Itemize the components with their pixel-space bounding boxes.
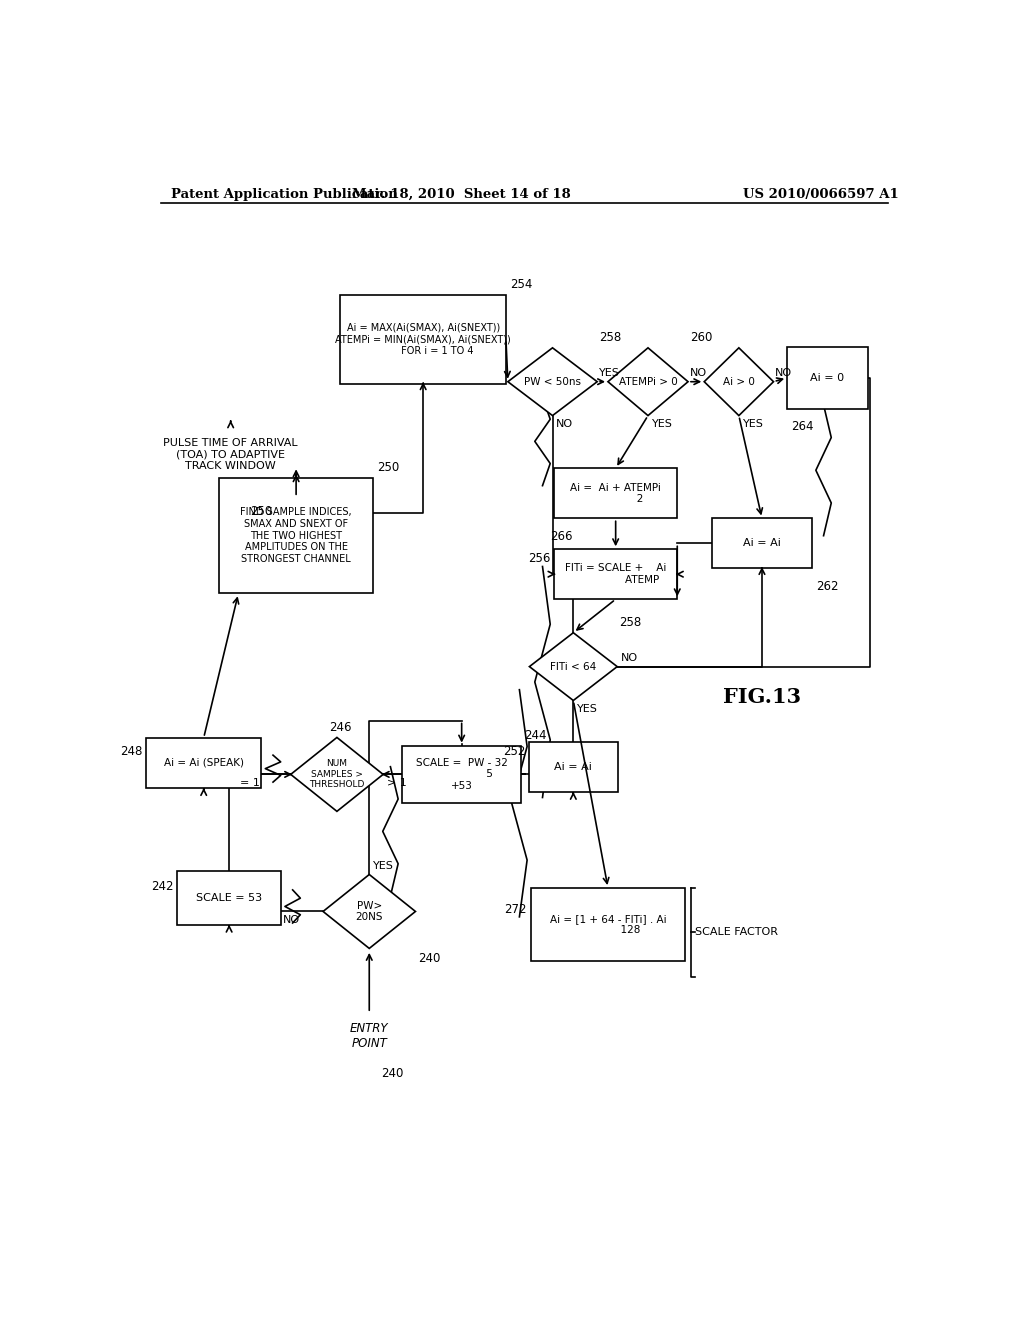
Text: 250: 250 <box>377 461 399 474</box>
Polygon shape <box>291 738 383 812</box>
Text: Ai > 0: Ai > 0 <box>723 376 755 387</box>
Text: YES: YES <box>742 420 764 429</box>
Text: NO: NO <box>283 915 300 925</box>
Bar <box>554 469 677 519</box>
Text: 240: 240 <box>418 952 440 965</box>
Bar <box>529 742 617 792</box>
Text: = 1: = 1 <box>240 779 260 788</box>
Text: 258: 258 <box>620 616 642 628</box>
Text: Patent Application Publication: Patent Application Publication <box>171 187 397 201</box>
Text: PW < 50ns: PW < 50ns <box>524 376 581 387</box>
Text: 258: 258 <box>599 331 622 345</box>
Text: Ai =  Ai + ATEMPi
               2: Ai = Ai + ATEMPi 2 <box>570 483 662 504</box>
Text: 252: 252 <box>503 744 525 758</box>
Text: YES: YES <box>652 420 673 429</box>
Text: Ai = 0: Ai = 0 <box>810 372 845 383</box>
Bar <box>402 746 521 804</box>
Text: YES: YES <box>373 861 394 871</box>
Text: Ai = Ai: Ai = Ai <box>743 539 781 548</box>
Bar <box>554 549 677 599</box>
Text: 246: 246 <box>330 721 351 734</box>
Bar <box>712 519 812 569</box>
Text: ENTRY
POINT: ENTRY POINT <box>350 1022 388 1051</box>
Polygon shape <box>323 874 416 948</box>
Bar <box>531 888 685 961</box>
Text: FITi = SCALE +    Ai
                ATEMP: FITi = SCALE + Ai ATEMP <box>565 564 667 585</box>
Text: Ai = MAX(Ai(SMAX), Ai(SNEXT))
ATEMPi = MIN(Ai(SMAX), Ai(SNEXT))
         FOR i =: Ai = MAX(Ai(SMAX), Ai(SNEXT)) ATEMPi = M… <box>335 323 511 356</box>
Text: SCALE =  PW - 32
                 5
+53: SCALE = PW - 32 5 +53 <box>416 758 508 791</box>
Polygon shape <box>508 348 597 416</box>
Text: PW>
20NS: PW> 20NS <box>355 900 383 923</box>
Text: PULSE TIME OF ARRIVAL
(TOA) TO ADAPTIVE
TRACK WINDOW: PULSE TIME OF ARRIVAL (TOA) TO ADAPTIVE … <box>164 438 298 471</box>
Polygon shape <box>705 348 773 416</box>
Bar <box>340 296 506 384</box>
Text: 262: 262 <box>816 579 839 593</box>
Text: 240: 240 <box>381 1067 403 1080</box>
Text: SCALE = 53: SCALE = 53 <box>196 892 262 903</box>
Text: FIG.13: FIG.13 <box>723 688 801 708</box>
Text: 264: 264 <box>791 420 813 433</box>
Text: YES: YES <box>599 368 620 378</box>
Text: FIND SAMPLE INDICES,
SMAX AND SNEXT OF
THE TWO HIGHEST
AMPLITUDES ON THE
STRONGE: FIND SAMPLE INDICES, SMAX AND SNEXT OF T… <box>241 507 352 564</box>
Text: NO: NO <box>775 368 793 378</box>
Text: YES: YES <box>578 705 598 714</box>
Text: US 2010/0066597 A1: US 2010/0066597 A1 <box>742 187 898 201</box>
Polygon shape <box>608 348 688 416</box>
Text: ATEMPi > 0: ATEMPi > 0 <box>618 376 677 387</box>
Bar <box>146 738 261 788</box>
Text: 242: 242 <box>151 879 173 892</box>
Text: 250: 250 <box>250 506 272 517</box>
Bar <box>787 347 867 409</box>
Text: SCALE FACTOR: SCALE FACTOR <box>695 927 778 937</box>
Text: Ai = Ai: Ai = Ai <box>554 762 592 772</box>
Text: 256: 256 <box>527 552 550 565</box>
Text: 260: 260 <box>690 331 713 345</box>
Text: 254: 254 <box>510 279 532 292</box>
Bar <box>219 478 373 594</box>
Text: NO: NO <box>621 653 638 663</box>
Text: 248: 248 <box>120 744 142 758</box>
Text: 244: 244 <box>523 729 546 742</box>
Bar <box>177 871 282 924</box>
Text: Ai = [1 + 64 - FITi] . Ai
              128: Ai = [1 + 64 - FITi] . Ai 128 <box>550 913 667 936</box>
Text: NUM
SAMPLES >
THRESHOLD: NUM SAMPLES > THRESHOLD <box>309 759 365 789</box>
Text: 266: 266 <box>550 529 572 543</box>
Text: FITi < 64: FITi < 64 <box>550 661 596 672</box>
Polygon shape <box>529 632 617 701</box>
Text: NO: NO <box>689 368 707 378</box>
Text: Mar. 18, 2010  Sheet 14 of 18: Mar. 18, 2010 Sheet 14 of 18 <box>352 187 571 201</box>
Text: NO: NO <box>556 420 573 429</box>
Text: Ai = Ai (SPEAK): Ai = Ai (SPEAK) <box>164 758 244 768</box>
Text: > 1: > 1 <box>387 779 407 788</box>
Text: 272: 272 <box>505 903 527 916</box>
